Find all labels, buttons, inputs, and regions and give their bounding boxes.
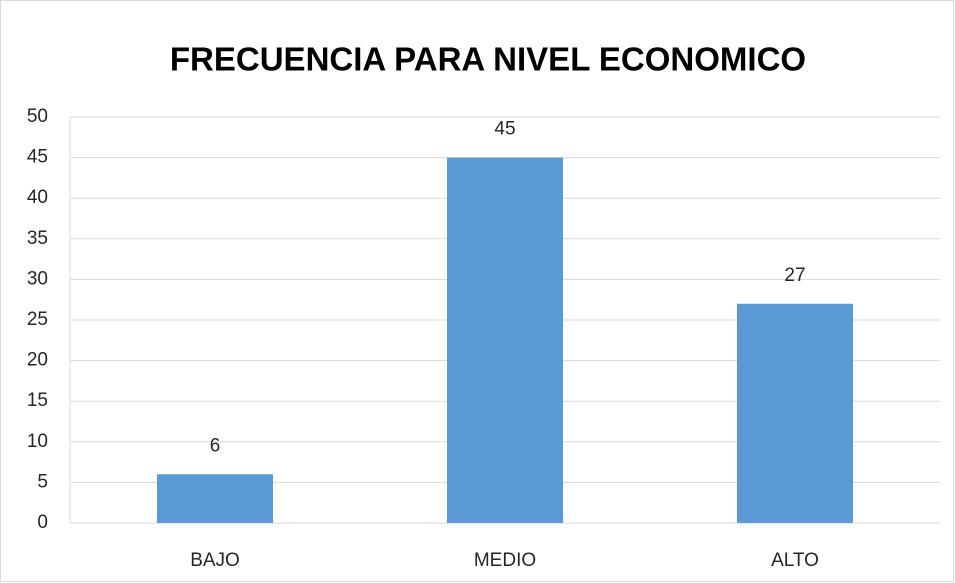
y-tick-label: 50: [27, 106, 48, 127]
data-label: 45: [494, 119, 515, 140]
y-tick-label: 40: [27, 187, 48, 208]
y-tick-label: 15: [27, 390, 48, 411]
bar: [157, 474, 273, 523]
bar: [447, 157, 563, 523]
y-tick-label: 10: [27, 431, 48, 452]
x-tick-label: ALTO: [771, 550, 819, 571]
x-tick-label: BAJO: [190, 550, 240, 571]
y-tick-label: 30: [27, 268, 48, 289]
data-label: 6: [210, 435, 221, 456]
y-tick-label: 45: [27, 147, 48, 168]
x-tick-label: MEDIO: [474, 550, 536, 571]
chart-title: FRECUENCIA PARA NIVEL ECONOMICO: [170, 41, 806, 78]
data-label: 27: [784, 265, 805, 286]
y-tick-label: 0: [37, 512, 48, 533]
y-tick-label: 35: [27, 228, 48, 249]
y-tick-label: 25: [27, 309, 48, 330]
y-tick-label: 20: [27, 350, 48, 371]
bar: [737, 303, 853, 523]
y-tick-label: 5: [37, 471, 48, 492]
